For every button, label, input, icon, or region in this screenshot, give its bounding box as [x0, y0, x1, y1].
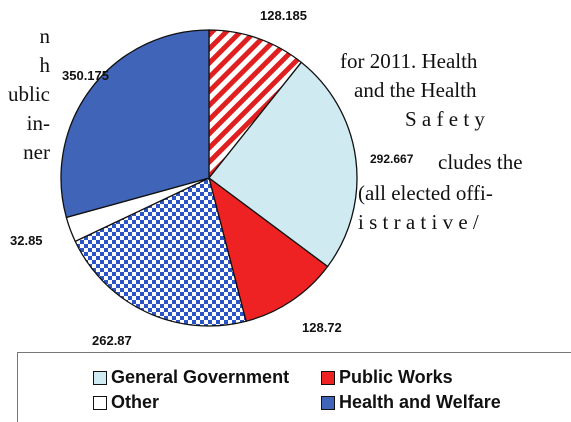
- slice-label-292-667: 292.667: [370, 152, 414, 166]
- body-text-right-line: (all elected offi-: [358, 181, 493, 205]
- legend-label: Public Works: [339, 367, 453, 387]
- legend-entry-public-works: Public Works: [321, 367, 453, 388]
- pie-slice-292-667: [208, 61, 358, 268]
- legend-label: Health and Welfare: [339, 392, 501, 412]
- body-text-left-line: ublic: [8, 82, 50, 106]
- legend-label: Other: [111, 392, 160, 412]
- legend-entry-other: Other: [93, 392, 159, 413]
- slice-label-128-72: 128.72: [302, 320, 342, 335]
- body-text-right-line: and the Health: [354, 78, 477, 102]
- pie-slice-128-72: [207, 176, 329, 323]
- pie-slice-350-175: [60, 29, 210, 219]
- body-text-left-line: ner: [23, 140, 50, 164]
- slice-label-262-87: 262.87: [92, 333, 132, 348]
- slice-label-32-85: 32.85: [10, 233, 43, 248]
- pie-slice-128-185: [208, 29, 303, 180]
- legend-entry-health-and-welfare: Health and Welfare: [321, 392, 501, 413]
- legend-label: General Government: [111, 367, 290, 387]
- body-text-right-line: i s t r a t i v e /: [358, 210, 479, 234]
- slice-label-128-185: 128.185: [260, 8, 307, 23]
- body-text-right-line: for 2011. Health: [340, 49, 478, 73]
- body-text-left-line: h: [39, 53, 51, 77]
- legend-swatch: [93, 370, 107, 385]
- legend-swatch: [93, 395, 107, 410]
- body-text-right-line: S a f e t y: [405, 107, 485, 131]
- legend-entry-general-government: General Government: [93, 367, 289, 388]
- pie-slice-262-87: [74, 177, 247, 327]
- body-text-left-line: n: [39, 24, 51, 48]
- slice-label-350-175: 350.175: [62, 68, 109, 83]
- body-text-right-line: cludes the: [438, 150, 523, 174]
- legend-swatch: [321, 370, 335, 385]
- body-text-left-line: in-: [26, 111, 50, 135]
- legend-swatch: [321, 395, 335, 410]
- chart-legend: General Government Public Works Other He…: [17, 352, 571, 422]
- body-text-left: n h ublic in- ner: [0, 22, 50, 167]
